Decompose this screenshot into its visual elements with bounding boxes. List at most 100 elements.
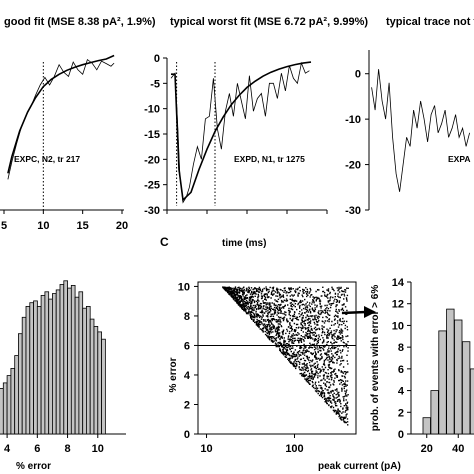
panel-a1-x-tick-label: 10: [37, 220, 49, 232]
panel-b-x-tick-label: 10: [92, 443, 104, 455]
panel-d-ticks: 0 2 4 6 8 10 12 14 20 40: [392, 277, 465, 455]
panel-b-bar: [6, 375, 12, 435]
panel-a3-title: typical trace not f: [386, 16, 474, 28]
panel-a2-y-tick-label: -5: [150, 78, 160, 90]
panel-c-frame: [197, 281, 357, 435]
panel-a3-y-tick-label: -10: [345, 114, 361, 126]
panel-c-y-tick-label: 0: [184, 429, 190, 441]
panel-d-x-tick-label: 20: [421, 443, 433, 455]
panel-b-bars: [0, 280, 106, 435]
panel-d-bar: [469, 368, 474, 435]
panel-d: 0 2 4 6 8 10 12 14 20 40 prob. of events with err…: [370, 277, 474, 455]
panel-a2-title: typical worst fit (MSE 6.72 pA², 9.99%): [170, 16, 368, 28]
panel-c-arrowhead: [364, 306, 376, 318]
panel-d-bar: [446, 308, 455, 435]
panel-b-bar: [14, 355, 19, 435]
panel-b-bar: [55, 289, 61, 435]
panel-d-y-tick-label: 0: [398, 429, 404, 441]
panel-b-bar: [29, 302, 34, 435]
panel-b-x-label: % error: [16, 461, 51, 472]
panel-b-bar: [101, 338, 106, 435]
panel-b-bar: [17, 333, 23, 435]
panel-d-bars: [422, 308, 474, 435]
panel-b: 4 6 8 10 % error: [0, 280, 126, 472]
panel-a2-y-tick-label: -20: [144, 154, 160, 166]
panel-a2-x-label: time (ms): [222, 238, 266, 249]
panel-a3-series: [371, 69, 470, 192]
panel-b-bar: [70, 284, 76, 435]
panel-a1-annotation: EXPC, N2, tr 217: [14, 154, 80, 164]
panel-c-points-cloud: [222, 286, 349, 426]
panel-b-bar: [89, 318, 95, 435]
panel-a2-y-tick-label: -30: [144, 205, 160, 217]
panel-b-bar: [97, 331, 102, 435]
panel-a3-ticks: 0 -10 -20 -30: [345, 69, 369, 217]
panel-a3-y-tick-label: 0: [355, 69, 361, 81]
panel-b-bar: [33, 300, 38, 435]
panel-b-bar: [93, 325, 99, 435]
panel-b-bar: [0, 387, 4, 435]
panel-c-arrow-icon: [341, 310, 367, 315]
panel-a3: 0 -10 -20 -30 EXPA: [345, 50, 471, 217]
panel-a2: 0 -5 -10 -15 -20 -25 -30 EXPD, N1, tr 1275 tim…: [144, 53, 328, 249]
panel-c-y-tick-label: 10: [178, 281, 190, 293]
panel-a1-trace-line: [7, 58, 115, 180]
panel-a3-y-tick-label: -30: [345, 205, 361, 217]
panel-d-y-tick-label: 8: [398, 342, 404, 354]
panel-b-bar: [78, 291, 84, 435]
panel-c-x-tick-label: 100: [285, 443, 303, 455]
panel-b-bar: [63, 280, 68, 435]
panel-b-x-tick-label: 8: [64, 443, 70, 455]
panel-d-y-tick-label: 4: [398, 386, 405, 398]
panel-a2-y-tick-label: 0: [154, 53, 160, 65]
panel-b-bar: [52, 293, 57, 435]
panel-a3-trace-line: [371, 69, 470, 192]
panel-b-bar: [40, 294, 46, 435]
panel-a1: 5 10 15 20 EXPC, N2, tr 217: [0, 54, 128, 232]
panel-d-bar: [422, 417, 431, 435]
panel-c-y-tick-label: 8: [184, 311, 190, 323]
panel-a1-title: good fit (MSE 8.38 pA², 1.9%): [4, 16, 156, 28]
panel-d-y-tick-label: 12: [392, 299, 404, 311]
panel-b-bar: [59, 284, 65, 435]
panel-a2-y-tick-label: -25: [144, 180, 160, 192]
panel-c-points: [222, 286, 349, 426]
panel-a2-series: [170, 61, 312, 206]
panel-b-x-tick-label: 4: [4, 443, 11, 455]
panel-d-y-tick-label: 10: [392, 320, 404, 332]
panel-b-bar: [2, 382, 8, 435]
panel-b-bar: [74, 296, 80, 435]
panel-c-y-tick-label: 2: [184, 399, 190, 411]
panel-d-x-tick-label: 40: [452, 443, 464, 455]
panel-a1-x-tick-label: 20: [116, 220, 128, 232]
panel-d-y-tick-label: 14: [392, 277, 405, 289]
panel-b-bar: [25, 305, 31, 435]
panel-a1-x-tick-label: 15: [77, 220, 89, 232]
panel-a3-annotation: EXPA: [448, 154, 471, 164]
panel-a2-ticks: 0 -5 -10 -15 -20 -25 -30: [144, 53, 328, 217]
panel-b-bar: [21, 316, 27, 435]
panel-a2-annotation: EXPD, N1, tr 1275: [234, 154, 305, 164]
panel-a1-series: [7, 54, 115, 210]
panel-d-bar: [430, 390, 439, 435]
panel-c-label: C: [160, 235, 169, 249]
panel-c-ticks: 0 2 4 6 8 10 10 100: [178, 281, 304, 455]
panel-d-y-label: prob. of events with error > 6%: [370, 285, 381, 432]
panel-b-bar: [86, 305, 91, 435]
panel-b-bar: [82, 307, 87, 435]
panel-a1-x-tick-label: 5: [1, 220, 7, 232]
panel-c-x-tick-label: 10: [200, 443, 212, 455]
panel-a1-x-ticks: 5 10 15 20: [1, 210, 128, 232]
panel-c-x-label: peak current (pA): [318, 461, 401, 472]
panel-b-bar: [44, 291, 50, 435]
panel-d-bar: [454, 319, 463, 435]
panel-b-bar: [10, 367, 16, 435]
panel-d-bar: [461, 341, 471, 435]
panel-c-y-label: % error: [168, 357, 179, 392]
panel-a2-y-tick-label: -10: [144, 104, 160, 116]
panel-a2-trace-line: [170, 61, 310, 204]
panel-d-bar: [438, 330, 447, 435]
panel-c-y-tick-label: 6: [184, 340, 190, 352]
